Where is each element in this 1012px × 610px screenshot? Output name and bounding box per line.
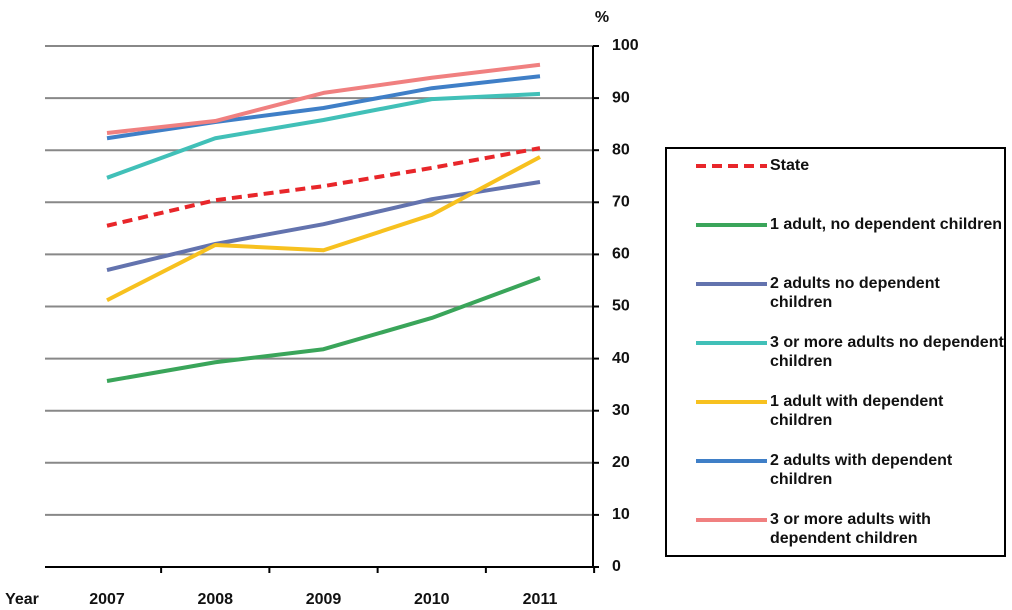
y-axis-label: % bbox=[595, 9, 609, 26]
y-tick-label: 60 bbox=[612, 246, 630, 263]
y-tick-label: 100 bbox=[612, 37, 639, 54]
y-tick-label: 40 bbox=[612, 350, 630, 367]
legend-label: State bbox=[770, 157, 810, 174]
legend-swatch-box bbox=[696, 164, 767, 168]
legend-swatch-box bbox=[696, 518, 767, 522]
series-line bbox=[106, 74, 541, 141]
legend-label: 2 adults no dependent children bbox=[770, 275, 940, 311]
series-line bbox=[106, 155, 541, 303]
x-tick-label: 2011 bbox=[523, 591, 558, 608]
series-line bbox=[106, 146, 541, 228]
y-tick-label: 50 bbox=[612, 298, 630, 315]
legend-label: 3 or more adults with dependent children bbox=[770, 511, 931, 547]
y-tick-label: 0 bbox=[612, 558, 621, 575]
series-line bbox=[106, 275, 541, 383]
y-tick-label: 80 bbox=[612, 141, 630, 158]
y-tick-label: 70 bbox=[612, 194, 630, 211]
y-tick-label: 90 bbox=[612, 89, 630, 106]
legend-label: 3 or more adults no dependent children bbox=[770, 334, 1004, 370]
x-tick-label: 2008 bbox=[197, 591, 233, 608]
y-tick-label: 20 bbox=[612, 454, 630, 471]
legend-label: 1 adult with dependent children bbox=[770, 393, 944, 429]
y-tick-label: 30 bbox=[612, 402, 630, 419]
legend-label: 2 adults with dependent children bbox=[770, 452, 953, 488]
x-axis-label: Year bbox=[5, 591, 39, 608]
series-line bbox=[106, 62, 541, 135]
x-tick-label: 2007 bbox=[89, 591, 125, 608]
series-line bbox=[106, 180, 541, 272]
legend-swatch-box bbox=[696, 341, 767, 345]
legend-swatch-box bbox=[696, 223, 767, 227]
x-tick-label: 2009 bbox=[306, 591, 342, 608]
legend: State 1 adult, no dependent children 2 adu… bbox=[665, 147, 1006, 557]
x-tick-label: 2010 bbox=[414, 591, 450, 608]
legend-label: 1 adult, no dependent children bbox=[770, 216, 1003, 233]
legend-swatch-box bbox=[696, 459, 767, 463]
legend-swatch-box bbox=[696, 400, 767, 404]
y-tick-label: 10 bbox=[612, 506, 630, 523]
legend-swatch-box bbox=[696, 282, 767, 286]
series-line bbox=[106, 91, 541, 180]
